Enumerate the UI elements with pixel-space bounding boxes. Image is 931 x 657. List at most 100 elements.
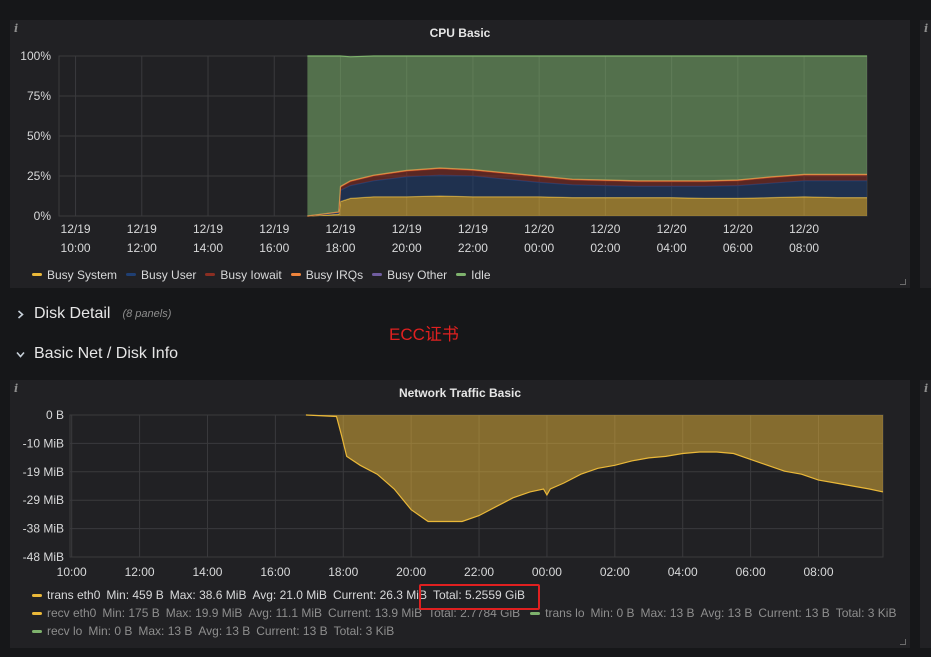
row-basic-net[interactable]: Basic Net / Disk Info <box>10 341 921 367</box>
line-trans-eth0 <box>305 414 884 523</box>
network-traffic-panel: i Network Traffic Basic 0 B -10 MiB -19 Mi… <box>10 380 910 648</box>
x-tick-date: 12/19 <box>325 222 355 236</box>
legend-stat-avg: Avg: 13 B <box>700 606 753 620</box>
resize-handle[interactable] <box>900 279 906 285</box>
legend-swatch <box>32 629 42 633</box>
y-tick-label: -38 MiB <box>23 522 64 536</box>
resize-handle[interactable] <box>900 639 906 645</box>
x-tick-label: 18:00 <box>328 565 358 579</box>
legend-label: Busy System <box>47 267 118 282</box>
y-tick-label: 75% <box>27 89 51 103</box>
legend-stat-total: Total: 3 KiB <box>333 624 395 638</box>
panel-title[interactable]: CPU Basic <box>429 26 491 40</box>
cpu-basic-panel: i CPU Basic 100% 75% 50% 25% 0% 12/19 10:00 12… <box>10 20 910 288</box>
x-tick-date: 12/19 <box>127 222 157 236</box>
x-tick-time: 02:00 <box>590 241 620 255</box>
x-tick-date: 12/20 <box>524 222 554 236</box>
legend-item[interactable]: Busy Other <box>372 266 447 284</box>
legend-item[interactable]: Idle <box>456 266 491 284</box>
legend-swatch <box>32 611 42 615</box>
legend-stat-min: Min: 459 B <box>106 588 164 602</box>
legend-stat-current: Current: 13 B <box>256 624 328 638</box>
x-tick-label: 02:00 <box>600 565 630 579</box>
panel-title[interactable]: Network Traffic Basic <box>398 386 522 400</box>
legend-row: trans eth0 Min: 459 B Max: 38.6 MiB Avg: 21… <box>32 588 525 602</box>
x-tick-time: 16:00 <box>259 241 289 255</box>
legend-label: Idle <box>471 267 491 282</box>
info-icon[interactable]: i <box>14 22 19 35</box>
x-tick-date: 12/20 <box>723 222 753 236</box>
x-tick-label: 00:00 <box>532 565 562 579</box>
x-tick-label: 16:00 <box>260 565 290 579</box>
y-tick-label: -48 MiB <box>23 550 64 564</box>
row-panel-count: (8 panels) <box>122 308 172 320</box>
legend-stat-min: Min: 175 B <box>102 606 160 620</box>
legend-stat-current: Current: 26.3 MiB <box>332 588 427 602</box>
info-icon[interactable]: i <box>14 382 19 395</box>
x-tick-label: 04:00 <box>668 565 698 579</box>
x-tick-date: 12/20 <box>590 222 620 236</box>
area-trans-eth0 <box>305 415 883 522</box>
legend-item[interactable]: Busy System <box>32 266 117 284</box>
legend-item[interactable]: trans lo Min: 0 B Max: 13 B Avg: 13 B Curren… <box>530 606 896 620</box>
legend-label: Busy Iowait <box>220 267 282 282</box>
legend-swatch <box>530 611 541 615</box>
x-tick-label: 22:00 <box>464 565 494 579</box>
legend-item[interactable]: trans eth0 Min: 459 B Max: 38.6 MiB Avg: 21… <box>32 588 525 602</box>
y-tick-label: -10 MiB <box>23 436 64 450</box>
legend-swatch <box>32 273 42 276</box>
highlight-box <box>419 584 540 610</box>
legend-label: recv lo <box>47 624 83 638</box>
area-busy-system <box>307 196 867 216</box>
legend-stat-max: Max: 13 B <box>640 606 695 620</box>
legend-stat-current: Current: 13 B <box>758 606 830 620</box>
x-tick-time: 22:00 <box>458 241 488 255</box>
legend-swatch <box>290 273 301 276</box>
legend-label: Busy Other <box>387 267 448 282</box>
info-icon[interactable]: i <box>924 382 929 395</box>
legend-item[interactable]: Busy Iowait <box>205 266 282 284</box>
legend-swatch <box>205 273 216 276</box>
legend-item[interactable]: Busy IRQs <box>290 266 363 284</box>
legend-item[interactable]: Busy User <box>126 266 196 284</box>
x-tick-label: 08:00 <box>803 565 833 579</box>
legend-row: recv lo Min: 0 B Max: 13 B Avg: 13 B Current… <box>32 624 394 638</box>
x-tick-time: 18:00 <box>325 241 355 255</box>
x-tick-date: 12/19 <box>193 222 223 236</box>
area-idle <box>307 56 867 216</box>
legend-stat-total: Total: 3 KiB <box>835 606 897 620</box>
legend-label: Busy User <box>141 267 197 282</box>
info-icon[interactable]: i <box>924 22 929 35</box>
x-tick-date: 12/20 <box>657 222 687 236</box>
x-tick-time: 06:00 <box>723 241 753 255</box>
legend-stat-min: Min: 0 B <box>88 624 133 638</box>
legend-swatch <box>456 273 467 276</box>
area-busy-user <box>307 175 867 216</box>
x-tick-time: 00:00 <box>524 241 554 255</box>
legend-stat-min: Min: 0 B <box>590 606 635 620</box>
legend-swatch <box>126 273 137 276</box>
legend-label: trans lo <box>545 606 585 620</box>
y-tick-label: 100% <box>20 49 51 63</box>
legend-stat-avg: Avg: 21.0 MiB <box>252 588 327 602</box>
y-tick-label: -29 MiB <box>23 493 64 507</box>
y-tick-label: 25% <box>27 169 51 183</box>
chevron-right-icon <box>17 309 24 319</box>
legend-stat-max: Max: 38.6 MiB <box>169 588 247 602</box>
row-title: Basic Net / Disk Info <box>34 345 179 362</box>
x-tick-time: 20:00 <box>392 241 422 255</box>
row-disk-detail[interactable]: Disk Detail (8 panels) <box>10 301 921 327</box>
legend-swatch <box>372 273 383 276</box>
x-tick-label: 14:00 <box>192 565 222 579</box>
cpu-legend: Busy System Busy User Busy Iowait Busy IRQs… <box>32 263 500 284</box>
x-tick-label: 10:00 <box>57 565 87 579</box>
y-tick-label: -19 MiB <box>23 465 64 479</box>
side-panel-right-top: i <box>920 20 931 288</box>
legend-stat-avg: Avg: 11.1 MiB <box>248 606 323 620</box>
legend-stat-current: Current: 13.9 MiB <box>328 606 423 620</box>
legend-swatch <box>32 593 42 597</box>
legend-item[interactable]: recv lo Min: 0 B Max: 13 B Avg: 13 B Current… <box>32 624 394 638</box>
x-tick-time: 10:00 <box>61 241 91 255</box>
legend-stat-total: Total: 5.2559 GiB <box>432 588 526 602</box>
x-tick-time: 04:00 <box>657 241 687 255</box>
